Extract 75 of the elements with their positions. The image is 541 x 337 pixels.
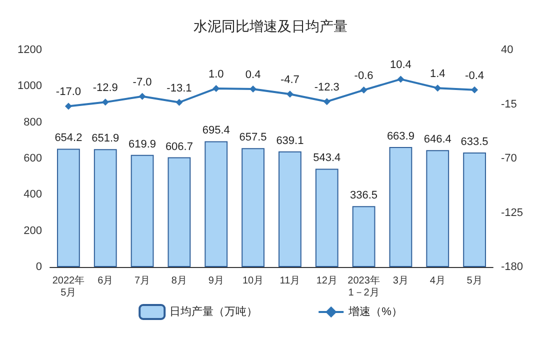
data-label: -0.4 xyxy=(465,70,484,82)
x-tick-label: 10月 xyxy=(242,276,264,286)
data-label: 606.7 xyxy=(165,140,193,153)
point xyxy=(286,90,294,98)
point xyxy=(176,98,183,106)
x-tick-label: 11月 xyxy=(280,276,300,286)
data-label: 654.2 xyxy=(54,132,82,144)
y-tick-label: 0 xyxy=(36,261,42,273)
y-tick-label: 200 xyxy=(24,224,42,237)
data-label: 663.9 xyxy=(386,130,414,142)
legend-label: 日均产量（万吨） xyxy=(170,305,258,318)
data-label: -12.9 xyxy=(92,82,118,94)
y-tick-label: 1000 xyxy=(18,80,42,92)
data-label: -17.0 xyxy=(56,86,81,98)
x-tick-label: 7月 xyxy=(134,276,150,286)
data-label: -7.0 xyxy=(132,76,152,88)
data-label: 646.4 xyxy=(424,134,452,146)
data-label: -13.1 xyxy=(166,82,192,94)
point xyxy=(138,92,146,100)
data-label: 639.1 xyxy=(276,134,304,147)
point xyxy=(471,86,478,94)
bar xyxy=(130,154,154,267)
x-tick-label: 4月 xyxy=(430,276,446,286)
x-tick-label: 2022年 5月 xyxy=(52,274,85,298)
point xyxy=(434,84,442,92)
data-label: 336.5 xyxy=(350,190,378,202)
bar xyxy=(242,148,264,267)
x-tick-label: 3月 xyxy=(392,276,408,286)
data-label: 619.9 xyxy=(128,138,156,150)
y2-tick-label: -70 xyxy=(501,152,517,164)
bar xyxy=(426,150,450,267)
data-label: 695.4 xyxy=(202,124,230,137)
point xyxy=(102,98,109,106)
data-label: 543.4 xyxy=(313,152,341,164)
y2-tick-label: -180 xyxy=(501,261,524,273)
x-tick-label: 12月 xyxy=(316,276,338,286)
data-label: 657.5 xyxy=(239,132,267,144)
data-label: -0.6 xyxy=(354,70,374,82)
data-label: 1.4 xyxy=(430,68,446,80)
point xyxy=(64,102,72,110)
x-tick-label: 5月 xyxy=(466,276,482,286)
y2-tick-label: -15 xyxy=(501,98,517,110)
y-tick-label: 800 xyxy=(24,116,42,128)
bar xyxy=(463,152,486,267)
chart-title: 水泥同比增速及日均产量 xyxy=(194,18,348,34)
bar xyxy=(94,149,117,267)
data-label: -12.3 xyxy=(314,82,340,94)
x-tick-label: 6月 xyxy=(98,276,114,286)
point xyxy=(323,98,330,106)
data-label: 1.0 xyxy=(208,68,224,80)
data-label: 633.5 xyxy=(460,136,488,148)
point xyxy=(397,76,404,83)
y-tick-label: 400 xyxy=(24,188,42,201)
data-label: -4.7 xyxy=(280,74,300,86)
bar xyxy=(204,141,228,267)
x-tick-label: 8月 xyxy=(171,276,187,286)
legend-label: 增速（%） xyxy=(348,305,402,318)
data-label: 0.4 xyxy=(245,69,261,82)
bar xyxy=(57,148,80,267)
data-label: 651.9 xyxy=(92,132,120,145)
data-label: 10.4 xyxy=(390,59,412,72)
y2-tick-label: -125 xyxy=(501,206,524,219)
y-tick-label: 600 xyxy=(24,152,42,164)
bar xyxy=(352,206,376,267)
x-tick-label: 9月 xyxy=(208,276,224,286)
x-tick-label: 2023年 1－2月 xyxy=(348,274,380,298)
point xyxy=(250,86,257,93)
bar xyxy=(315,168,338,267)
point xyxy=(212,84,220,92)
bar xyxy=(389,146,412,267)
bar xyxy=(278,151,302,267)
y-tick-label: 1200 xyxy=(18,44,42,56)
bar xyxy=(168,157,191,267)
point xyxy=(360,86,368,94)
y2-tick-label: 40 xyxy=(501,44,514,56)
